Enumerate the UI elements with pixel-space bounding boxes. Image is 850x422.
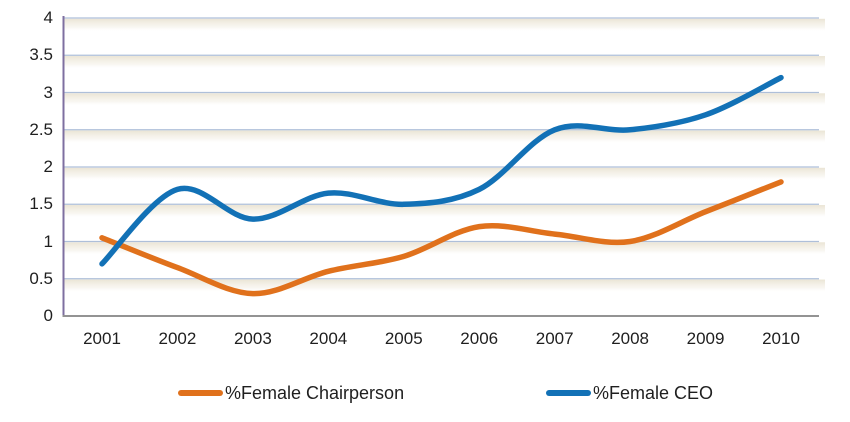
x-tick-label: 2004 — [309, 329, 348, 348]
x-tick-label: 2003 — [233, 329, 272, 348]
series-line-0 — [99, 179, 784, 297]
y-tick-label: 3 — [43, 82, 53, 102]
x-tick-label: 2006 — [460, 329, 499, 348]
y-tick-label: 0.5 — [29, 268, 53, 288]
plot-band — [64, 167, 825, 181]
x-tick-label: 2007 — [535, 329, 574, 348]
plot-band — [64, 18, 825, 32]
y-tick-label: 2 — [43, 157, 53, 176]
legend-label-chairperson: %Female Chairperson — [225, 382, 405, 403]
y-tick-label: 1.5 — [29, 194, 53, 214]
plot-band — [64, 93, 825, 107]
legend-swatch-chairperson-icon — [178, 390, 223, 396]
plot-band — [64, 56, 825, 70]
chart-legend: %Female Chairperson %Female CEO — [0, 381, 850, 405]
plot-band — [64, 130, 825, 144]
y-tick-label: 3.5 — [29, 45, 53, 65]
y-tick-label: 0 — [43, 306, 53, 325]
x-tick-label: 2002 — [158, 329, 197, 348]
legend-item-female-chairperson: %Female Chairperson — [178, 381, 404, 405]
plot-band — [64, 205, 825, 219]
plot-band — [64, 242, 825, 256]
series-line-1 — [99, 74, 784, 267]
x-tick-label: 2009 — [686, 329, 725, 348]
legend-swatch-ceo-icon — [546, 390, 591, 396]
legend-item-female-ceo: %Female CEO — [546, 381, 713, 405]
x-tick-label: 2001 — [83, 329, 121, 348]
y-tick-label: 4 — [43, 8, 53, 27]
plot-band — [64, 279, 825, 293]
legend-label-ceo: %Female CEO — [593, 382, 714, 403]
y-tick-label: 2.5 — [29, 119, 53, 139]
y-tick-label: 1 — [43, 231, 53, 251]
x-tick-label: 2005 — [384, 329, 423, 348]
x-tick-label: 2008 — [611, 329, 650, 348]
x-tick-label: 2010 — [762, 329, 800, 348]
